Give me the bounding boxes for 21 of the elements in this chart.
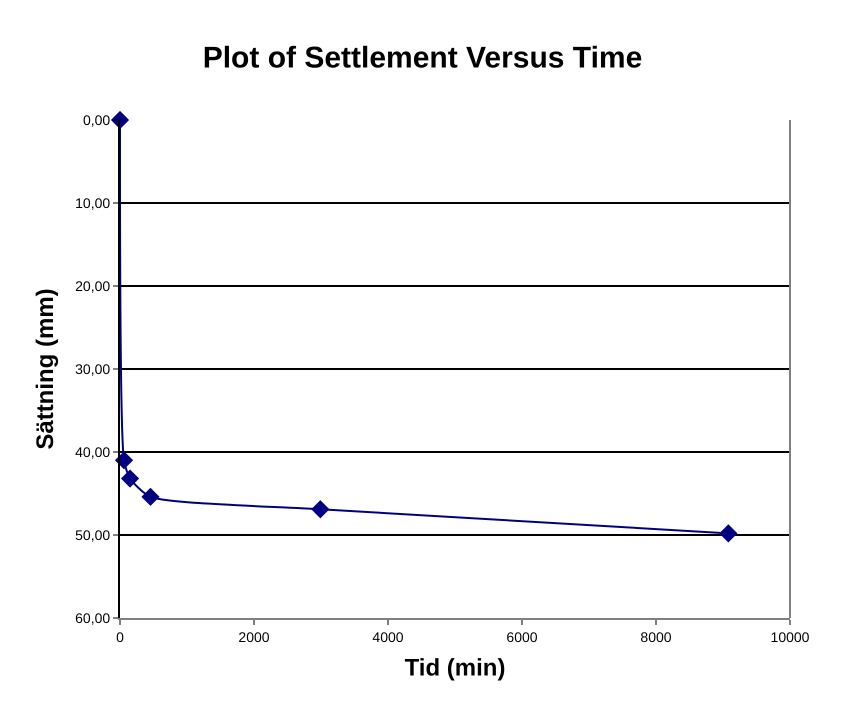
point [110, 110, 130, 130]
chart-title: Plot of Settlement Versus Time [202, 42, 642, 75]
point [311, 500, 330, 518]
y-tick-label: 50,00 [75, 526, 110, 543]
point [120, 469, 140, 488]
x-tick-label: 6000 [506, 628, 538, 645]
x-tick-label: 2000 [238, 628, 270, 645]
x-tick-label: 8000 [640, 628, 672, 645]
x-tick-label: 4000 [372, 628, 404, 645]
x-tick-label: 0 [116, 628, 124, 645]
point [141, 488, 160, 506]
y-tick-label: 10,00 [75, 194, 110, 211]
y-tick-label: 40,00 [75, 444, 110, 460]
y-tick-label: 20,00 [75, 278, 110, 294]
y-tick-label: 60,00 [75, 610, 110, 626]
y-axis-title: Sättning (mm) [32, 288, 59, 450]
y-tick-label: 0,00 [82, 112, 110, 128]
x-tick-label: 10000 [770, 628, 810, 645]
y-tick-label: 30,00 [75, 360, 110, 377]
point [719, 524, 738, 542]
x-axis-title: Tid (min) [404, 654, 506, 682]
